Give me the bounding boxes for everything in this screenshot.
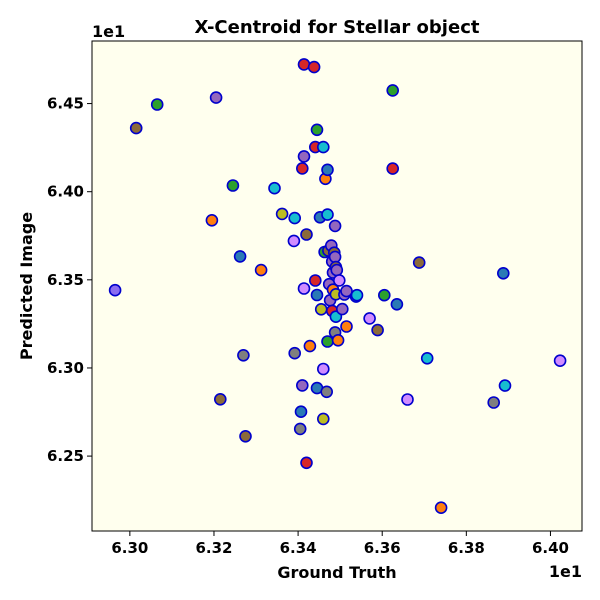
data-point — [297, 282, 311, 295]
data-point — [233, 250, 247, 263]
y-tick-label: 6.40 — [47, 183, 84, 201]
data-point — [314, 302, 328, 316]
data-point — [295, 162, 309, 175]
plot-frame — [91, 40, 583, 532]
data-point — [386, 84, 400, 97]
data-point — [328, 250, 342, 264]
x-axis-label: Ground Truth — [277, 563, 396, 582]
x-tick-label: 6.36 — [364, 539, 401, 557]
data-point — [412, 256, 426, 269]
data-point — [226, 179, 240, 192]
data-point — [390, 297, 404, 311]
x-tick-label: 6.32 — [195, 539, 232, 557]
y-axis-label: Predicted Image — [17, 212, 36, 360]
data-point — [308, 274, 322, 287]
data-point — [340, 284, 353, 298]
data-point — [294, 405, 308, 419]
data-point — [434, 501, 448, 515]
data-point — [300, 456, 313, 470]
x-tick-label: 6.40 — [532, 539, 569, 557]
points-layer — [108, 58, 567, 515]
data-point — [297, 58, 311, 71]
data-point — [377, 288, 391, 302]
data-point — [297, 150, 311, 163]
data-point — [498, 379, 512, 392]
data-point — [300, 228, 313, 241]
data-point — [553, 354, 567, 368]
data-point — [401, 393, 414, 406]
chart-title: X-Centroid for Stellar object — [195, 17, 480, 38]
data-point — [386, 162, 400, 175]
data-point — [330, 263, 344, 277]
data-point — [316, 412, 330, 426]
x-tick-label: 6.34 — [280, 539, 317, 557]
data-point — [350, 288, 364, 302]
data-point — [316, 140, 330, 154]
y-ticks: 6.25 6.30 6.35 6.40 6.45 — [47, 95, 92, 465]
data-point — [420, 351, 434, 365]
x-tick-label: 6.38 — [448, 539, 485, 557]
data-point — [254, 263, 268, 277]
data-point — [214, 392, 227, 406]
data-point — [303, 339, 317, 353]
data-point — [293, 422, 307, 436]
data-point — [316, 362, 330, 376]
data-point — [150, 98, 164, 111]
data-point — [331, 333, 345, 347]
data-point — [321, 208, 334, 221]
data-point — [268, 181, 281, 195]
data-point — [205, 214, 219, 227]
data-point — [332, 274, 346, 287]
data-point — [363, 312, 376, 325]
data-point — [288, 346, 302, 360]
data-point — [129, 121, 143, 135]
data-point — [310, 288, 324, 302]
data-point — [237, 348, 250, 362]
y-tick-label: 6.45 — [47, 95, 84, 113]
data-point — [340, 320, 353, 333]
x-tick-label: 6.30 — [111, 539, 148, 557]
data-point — [328, 219, 342, 233]
data-point — [371, 323, 384, 337]
data-point — [310, 123, 324, 137]
data-point — [487, 396, 501, 409]
data-point — [288, 211, 302, 225]
x-offset-label: 1e1 — [549, 562, 582, 581]
data-point — [287, 234, 301, 248]
data-point — [209, 91, 223, 104]
data-point — [321, 163, 334, 177]
data-point — [295, 379, 309, 392]
data-point — [321, 335, 334, 348]
y-tick-label: 6.35 — [47, 271, 84, 289]
data-point — [335, 302, 349, 316]
data-point — [275, 207, 289, 221]
x-ticks: 6.30 6.32 6.34 6.36 6.38 6.40 — [111, 531, 569, 557]
data-point — [108, 283, 122, 297]
data-point — [307, 60, 321, 74]
y-offset-label: 1e1 — [92, 22, 125, 41]
y-tick-label: 6.30 — [47, 359, 84, 377]
data-point — [496, 266, 510, 280]
data-point — [239, 429, 252, 443]
data-point — [320, 385, 334, 399]
y-tick-label: 6.25 — [47, 447, 84, 465]
